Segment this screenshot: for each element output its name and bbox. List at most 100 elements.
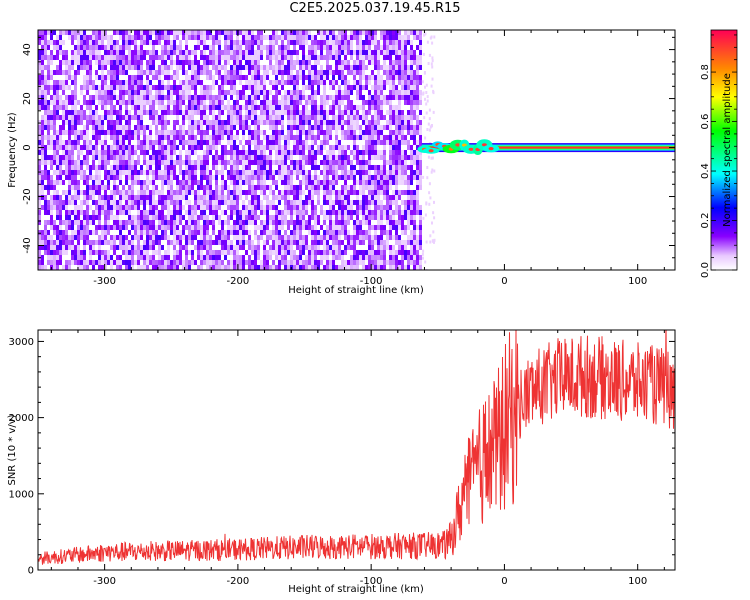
heatmap-cell (371, 30, 374, 35)
heatmap-cell (230, 260, 233, 265)
heatmap-cell (110, 80, 113, 85)
heatmap-cell (194, 150, 197, 155)
heatmap-cell (116, 160, 119, 165)
heatmap-cell (383, 205, 386, 210)
heatmap-cell (407, 210, 410, 215)
heatmap-cell (272, 240, 275, 245)
heatmap-cell (359, 125, 362, 130)
heatmap-cell (137, 140, 140, 145)
heatmap-cell (227, 55, 230, 60)
heatmap-cell (296, 195, 299, 200)
heatmap-cell (290, 40, 293, 45)
heatmap-cell (341, 215, 344, 220)
heatmap-cell (137, 130, 140, 135)
heatmap-cell (212, 265, 215, 270)
heatmap-cell (254, 175, 257, 180)
heatmap-cell (41, 55, 44, 60)
heatmap-cell (200, 250, 203, 255)
heatmap-cell (410, 70, 413, 75)
heatmap-cell (401, 45, 404, 50)
heatmap-cell (50, 245, 53, 250)
heatmap-cell (143, 260, 146, 265)
heatmap-cell (89, 95, 92, 100)
heatmap-cell (299, 140, 302, 145)
heatmap-cell (167, 40, 170, 45)
heatmap-cell (137, 265, 140, 270)
heatmap-cell (392, 145, 395, 150)
heatmap-cell (320, 35, 323, 40)
heatmap-cell (128, 165, 131, 170)
heatmap-cell (68, 65, 71, 70)
heatmap-cell (278, 55, 281, 60)
heatmap-cell (74, 75, 77, 80)
heatmap-cell (242, 65, 245, 70)
heatmap-cell (299, 130, 302, 135)
heatmap-cell (254, 185, 257, 190)
heatmap-cell (344, 130, 347, 135)
heatmap-cell (326, 130, 329, 135)
heatmap-cell (167, 190, 170, 195)
heatmap-cell (119, 125, 122, 130)
heatmap-cell (101, 185, 104, 190)
heatmap-cell (107, 240, 110, 245)
heatmap-cell (119, 150, 122, 155)
heatmap-cell (269, 155, 272, 160)
heatmap-cell (242, 120, 245, 125)
heatmap-cell (269, 80, 272, 85)
heatmap-cell (53, 265, 56, 270)
heatmap-cell (164, 85, 167, 90)
heatmap-cell (398, 265, 401, 270)
heatmap-cell (314, 175, 317, 180)
heatmap-cell (254, 135, 257, 140)
heatmap-cell (374, 105, 377, 110)
heatmap-cell (410, 230, 413, 235)
heatmap-cell (119, 35, 122, 40)
heatmap-cell (287, 40, 290, 45)
heatmap-cell (314, 250, 317, 255)
heatmap-cell (344, 75, 347, 80)
heatmap-cell (407, 265, 410, 270)
heatmap-cell (143, 90, 146, 95)
heatmap-cell (359, 45, 362, 50)
heatmap-cell (296, 70, 299, 75)
heatmap-cell (329, 105, 332, 110)
heatmap-cell (413, 195, 416, 200)
heatmap-cell (224, 185, 227, 190)
heatmap-cell (281, 120, 284, 125)
heatmap-cell (89, 60, 92, 65)
heatmap-cell (386, 215, 389, 220)
heatmap-cell (41, 205, 44, 210)
heatmap-cell (383, 165, 386, 170)
heatmap-cell (329, 120, 332, 125)
heatmap-cell (83, 145, 86, 150)
heatmap-cell (335, 255, 338, 260)
heatmap-cell (257, 160, 260, 165)
heatmap-cell (92, 215, 95, 220)
heatmap-cell (194, 140, 197, 145)
heatmap-cell (308, 30, 311, 35)
heatmap-cell (59, 125, 62, 130)
heatmap-cell (161, 175, 164, 180)
heatmap-cell (257, 195, 260, 200)
heatmap-cell (113, 90, 116, 95)
heatmap-cell (215, 140, 218, 145)
heatmap-cell (242, 235, 245, 240)
heatmap-cell (134, 30, 137, 35)
heatmap-cell (401, 220, 404, 225)
heatmap-cell (50, 85, 53, 90)
heatmap-cell (47, 145, 50, 150)
heatmap-cell (65, 170, 68, 175)
heatmap-cell (278, 240, 281, 245)
heatmap-cell (296, 170, 299, 175)
heatmap-cell (164, 30, 167, 35)
heatmap-cell (137, 75, 140, 80)
heatmap-cell (101, 140, 104, 145)
heatmap-cell (122, 55, 125, 60)
heatmap-cell (257, 45, 260, 50)
heatmap-cell (47, 40, 50, 45)
heatmap-cell (149, 140, 152, 145)
heatmap-cell (239, 40, 242, 45)
heatmap-cell (44, 30, 47, 35)
heatmap-cell (83, 180, 86, 185)
heatmap-cell (152, 160, 155, 165)
